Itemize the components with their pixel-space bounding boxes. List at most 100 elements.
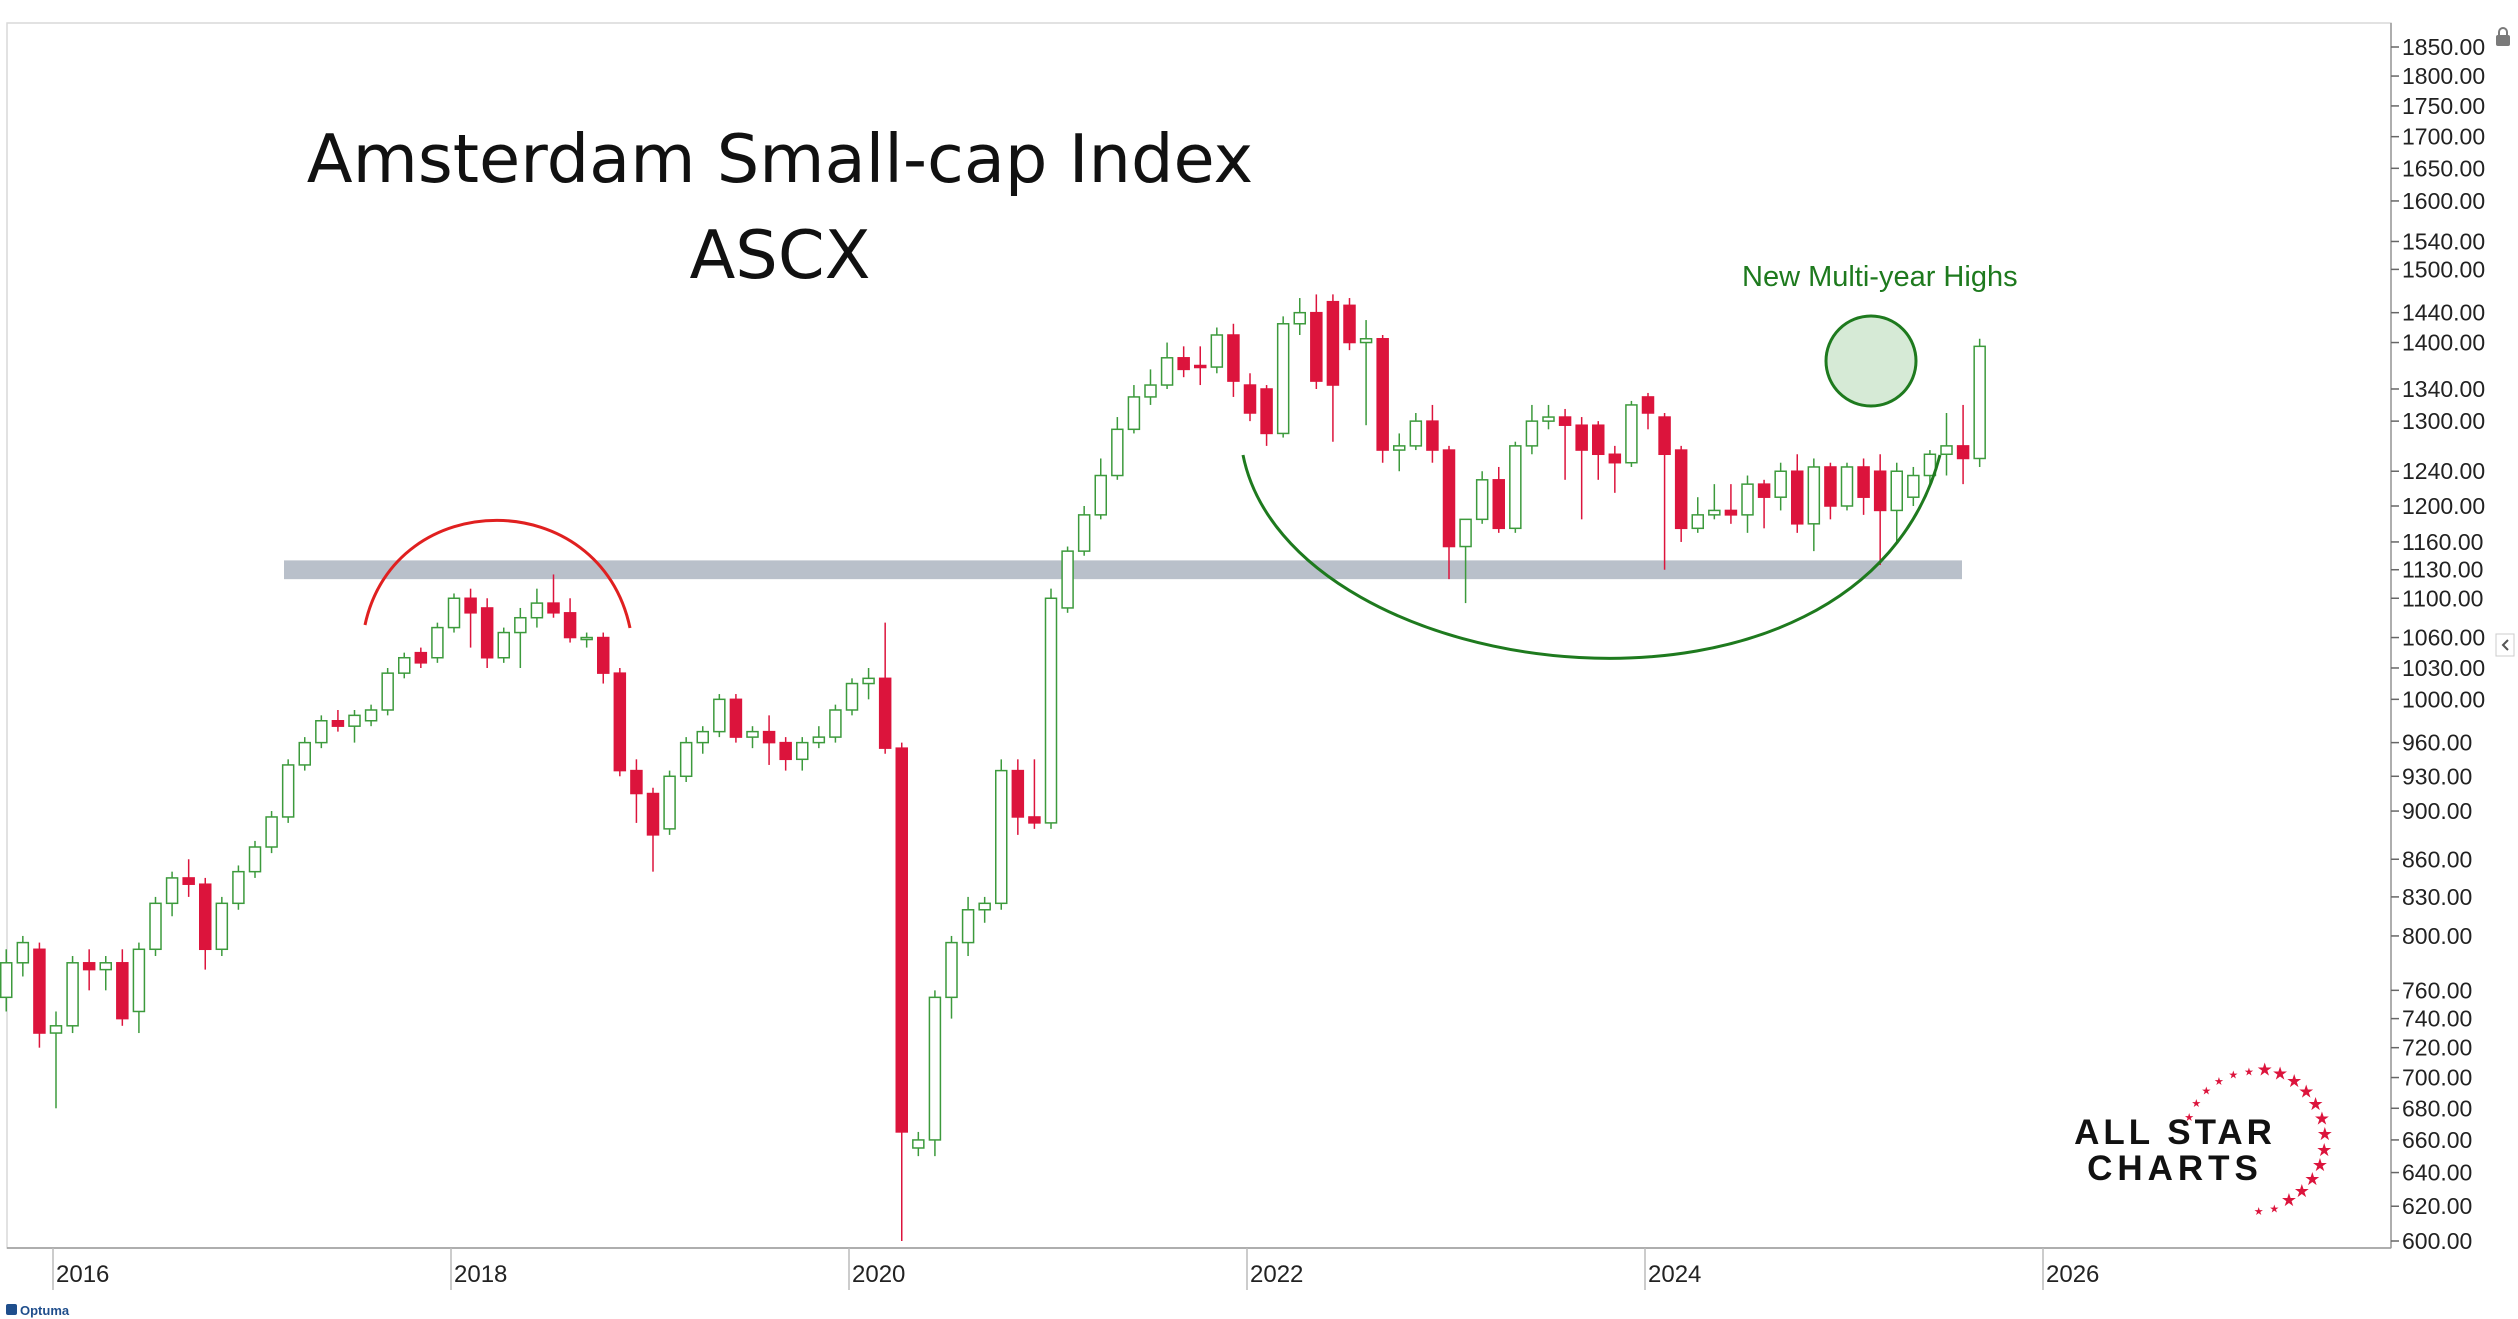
y-tick-label: 1200.00 — [2402, 493, 2485, 519]
candle — [895, 742, 908, 1241]
y-tick-label: 1540.00 — [2402, 228, 2485, 254]
candle-body-down — [1426, 420, 1439, 451]
candle-body-down — [1376, 338, 1389, 451]
x-tick-label: 2018 — [454, 1261, 507, 1288]
logo-star-icon: ★ — [2298, 1081, 2314, 1101]
candle-body-up — [1061, 550, 1074, 609]
candle — [1459, 518, 1472, 604]
candle — [1658, 412, 1671, 570]
candle — [1525, 404, 1539, 455]
candle — [1426, 404, 1439, 463]
candle-body-up — [265, 816, 278, 848]
candle — [331, 709, 345, 732]
candle — [1177, 346, 1190, 378]
candle — [1575, 417, 1588, 520]
y-tick-label: 1400.00 — [2402, 330, 2485, 356]
logo-star-icon: ★ — [2308, 1094, 2324, 1114]
candle — [1492, 466, 1505, 533]
candle-body-up — [1907, 474, 1920, 498]
y-tick-label: 1000.00 — [2402, 686, 2485, 712]
chevron-left-icon[interactable] — [2495, 633, 2515, 657]
candle-body-up — [1923, 453, 1937, 477]
y-tick-label: 1240.00 — [2402, 458, 2485, 484]
x-tick-label: 2016 — [56, 1261, 109, 1288]
y-tick-label: 1500.00 — [2402, 256, 2485, 282]
candle — [99, 956, 112, 991]
candle — [1061, 546, 1074, 613]
candle — [1393, 433, 1406, 472]
candle — [1774, 462, 1787, 511]
candle-body-up — [348, 714, 361, 727]
candle — [49, 1011, 63, 1109]
candle-body-down — [1011, 769, 1025, 818]
y-tick-label: 960.00 — [2402, 730, 2472, 756]
candle — [1127, 385, 1141, 434]
candle-body-down — [597, 636, 610, 674]
logo-star-icon: ★ — [2269, 1203, 2279, 1215]
candle — [1111, 417, 1124, 480]
candle — [1144, 369, 1157, 405]
candle — [315, 715, 328, 749]
candle-body-down — [331, 720, 345, 727]
candle — [1890, 462, 1903, 542]
candle-body-down — [182, 877, 195, 885]
candle-body-up — [1111, 428, 1124, 477]
candle — [1442, 445, 1456, 580]
candle-body-up — [961, 909, 975, 944]
y-tick-label: 1750.00 — [2402, 93, 2485, 119]
candle-body-up — [1094, 474, 1107, 516]
candle — [1940, 412, 1953, 476]
logo-star-icon: ★ — [2316, 1140, 2332, 1160]
y-tick-label: 1340.00 — [2402, 376, 2485, 402]
chart-title: Amsterdam Small-cap Index — [307, 120, 1253, 198]
candle-body-down — [1658, 416, 1671, 456]
candle-body-down — [729, 698, 743, 738]
candle — [1359, 320, 1373, 426]
candle-body-up — [248, 846, 262, 873]
rounding-base-arc — [1241, 454, 1942, 660]
y-tick-label: 640.00 — [2402, 1160, 2472, 1186]
candle-body-up — [1774, 470, 1787, 498]
candle-body-up — [829, 709, 842, 738]
candle-body-up — [978, 902, 991, 911]
candle-body-up — [796, 741, 809, 761]
candle-body-down — [547, 602, 560, 614]
candle-body-down — [563, 612, 577, 639]
y-axis-ticks: 1850.00 1800.00 1750.00 1700.00 1650.00 1600.… — [2391, 34, 2485, 1254]
candle-body-up — [1625, 404, 1638, 464]
candle-body-down — [1791, 470, 1804, 525]
lock-icon[interactable] — [2496, 27, 2510, 46]
candle — [779, 737, 792, 771]
candle — [1011, 759, 1025, 835]
candle-body-up — [66, 962, 79, 1027]
candle-body-down — [646, 792, 660, 836]
logo-star-icon: ★ — [2191, 1098, 2201, 1110]
candle-body-up — [1459, 518, 1472, 548]
candle-body-up — [928, 996, 942, 1141]
candle — [1873, 454, 1887, 566]
logo-line2: CHARTS — [2087, 1149, 2263, 1188]
candle — [1509, 441, 1522, 533]
candle — [16, 935, 30, 977]
candle-body-up — [1890, 470, 1903, 512]
candle-body-down — [1310, 311, 1323, 382]
candle — [1923, 450, 1937, 485]
candle — [746, 726, 759, 749]
logo-star-icon: ★ — [2286, 1071, 2302, 1091]
logo-star-icon: ★ — [2228, 1069, 2238, 1081]
y-tick-label: 1060.00 — [2402, 625, 2485, 651]
candle-body-down — [199, 883, 212, 951]
plot-area — [6, 22, 2392, 1249]
candle — [1757, 479, 1771, 529]
y-tick-label: 740.00 — [2402, 1006, 2472, 1032]
logo-line1: ALL STAR — [2074, 1113, 2276, 1152]
candle — [1807, 458, 1821, 552]
candle — [348, 709, 361, 743]
candle-body-down — [1674, 449, 1688, 530]
candle-body-down — [779, 741, 792, 761]
candle-body-up — [1475, 479, 1489, 521]
candle-body-up — [1840, 466, 1854, 507]
candle-body-down — [1956, 445, 1970, 460]
logo-star-icon: ★ — [2312, 1155, 2328, 1175]
candle-body-down — [1227, 334, 1240, 382]
